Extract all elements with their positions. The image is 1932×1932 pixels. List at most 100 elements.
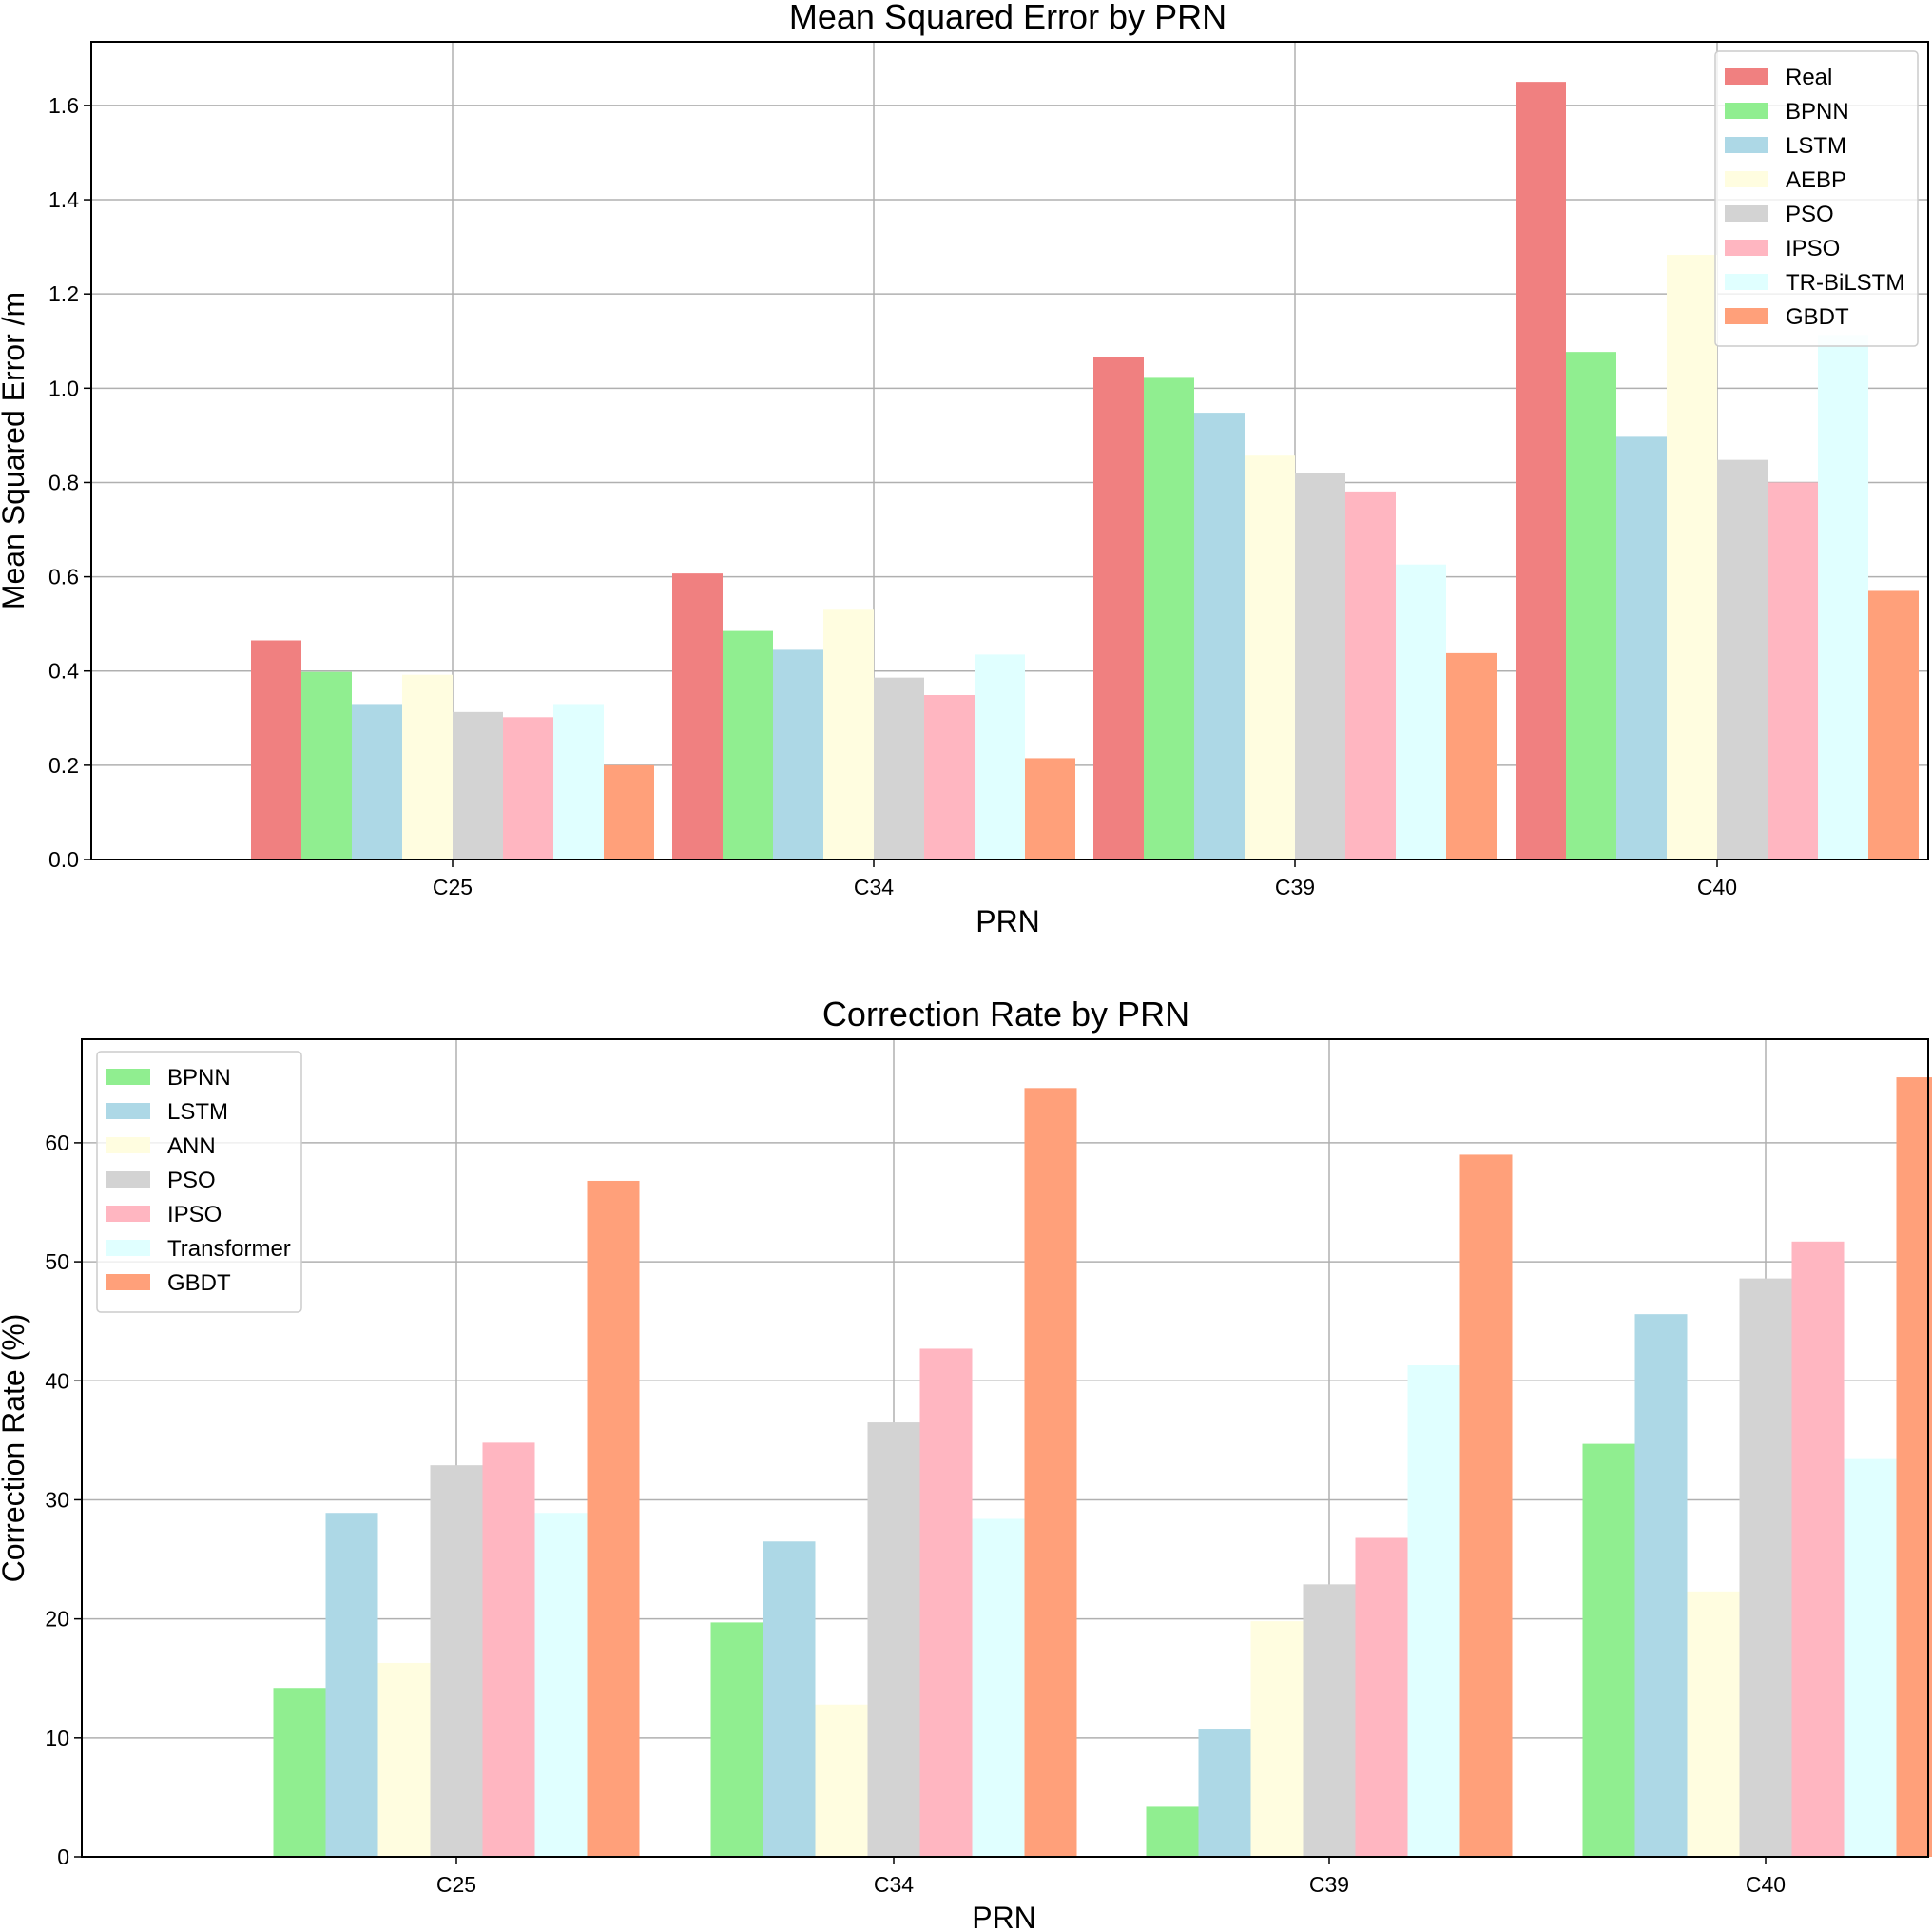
bar-gbdt-c25 <box>587 1180 640 1857</box>
plot-frame <box>90 41 1929 860</box>
bar-gbdt-c25 <box>604 764 654 860</box>
bar-real-c25 <box>251 640 301 860</box>
bar-ann-c34 <box>815 1704 868 1857</box>
bar-tr-bilstm-c40 <box>1818 335 1868 860</box>
bar-transformer-c25 <box>534 1513 588 1857</box>
legend-label: PSO <box>1786 202 1834 227</box>
x-tick-label: C34 <box>854 875 894 899</box>
y-tick-label: 0.4 <box>48 659 79 684</box>
bar-bpnn-c25 <box>273 1688 326 1857</box>
legend-label: Real <box>1786 65 1832 90</box>
bar-bpnn-c40 <box>1582 1443 1635 1857</box>
x-axis-ticks: C25 C34 C39 C40 <box>436 1857 1786 1897</box>
legend-label: ANN <box>167 1133 216 1159</box>
bar-ipso-c39 <box>1355 1537 1408 1857</box>
x-axis-label: PRN <box>972 1901 1036 1932</box>
bar-gbdt-c40 <box>1896 1077 1932 1857</box>
bar-pso-c34 <box>867 1422 920 1857</box>
x-axis-label: PRN <box>976 904 1040 938</box>
y-tick-label: 0 <box>57 1845 69 1869</box>
legend-swatch <box>1725 274 1768 290</box>
y-axis-label: Correction Rate (%) <box>0 1314 30 1583</box>
legend-label: GBDT <box>1786 304 1849 330</box>
y-tick-label: 1.0 <box>48 376 79 400</box>
legend-swatch <box>1725 240 1768 256</box>
bar-pso-c25 <box>453 711 503 860</box>
bar-aebp-c34 <box>823 609 874 860</box>
legend-label: BPNN <box>1786 99 1849 125</box>
bar-lstm-c39 <box>1198 1729 1251 1857</box>
y-axis-ticks: 0.0 0.2 0.4 0.6 0.8 1.0 1.2 1.4 1.6 <box>48 93 91 872</box>
legend-label: BPNN <box>167 1065 231 1091</box>
bar-ann-c40 <box>1687 1591 1740 1857</box>
bar-pso-c39 <box>1303 1584 1356 1857</box>
bar-real-c39 <box>1093 357 1144 860</box>
y-tick-label: 50 <box>45 1249 69 1274</box>
legend-label: GBDT <box>167 1270 231 1296</box>
legend-label: IPSO <box>1786 236 1840 261</box>
y-tick-label: 1.4 <box>48 187 79 212</box>
legend-swatch <box>106 1206 150 1222</box>
y-tick-label: 1.6 <box>48 93 79 118</box>
legend-swatch <box>1725 103 1768 119</box>
x-tick-label: C39 <box>1275 875 1315 899</box>
bar-pso-c34 <box>874 677 924 860</box>
bar-ipso-c39 <box>1345 491 1396 860</box>
legend-swatch <box>106 1171 150 1188</box>
legend-swatch <box>1725 205 1768 222</box>
bar-ann-c25 <box>377 1662 431 1857</box>
bar-real-c40 <box>1516 82 1566 860</box>
bar-ipso-c25 <box>482 1442 535 1857</box>
y-tick-label: 20 <box>45 1607 69 1632</box>
bar-ann-c39 <box>1250 1621 1304 1857</box>
bar-lstm-c34 <box>763 1541 816 1857</box>
x-tick-label: C25 <box>436 1872 476 1897</box>
bar-lstm-c40 <box>1634 1314 1688 1857</box>
bar-lstm-c39 <box>1194 413 1245 860</box>
bar-pso-c40 <box>1717 459 1768 860</box>
bar-gbdt-c34 <box>1025 758 1075 860</box>
bars <box>273 1077 1932 1857</box>
legend-label: Transformer <box>167 1236 291 1262</box>
bar-real-c34 <box>672 573 723 860</box>
legend-label: IPSO <box>167 1202 222 1227</box>
y-tick-label: 0.8 <box>48 470 79 494</box>
bar-aebp-c39 <box>1245 455 1295 860</box>
bars <box>251 82 1919 860</box>
correction-rate-chart: Correction Rate by PRN 0 10 20 30 40 50 60 C25… <box>0 995 1932 1932</box>
bar-bpnn-c39 <box>1146 1806 1199 1857</box>
bar-pso-c40 <box>1739 1278 1792 1857</box>
legend-swatch <box>106 1274 150 1290</box>
bar-aebp-c40 <box>1667 255 1717 860</box>
mse-chart: Mean Squared Error by PRN 0.00.20.40.60.… <box>0 0 1929 938</box>
y-tick-label: 30 <box>45 1487 69 1512</box>
bar-pso-c25 <box>430 1465 483 1857</box>
bar-ipso-c34 <box>919 1348 973 1857</box>
bar-gbdt-c39 <box>1446 652 1497 860</box>
y-tick-label: 0.0 <box>48 847 79 872</box>
bar-aebp-c25 <box>402 674 453 860</box>
bar-transformer-c39 <box>1407 1364 1460 1857</box>
bar-lstm-c25 <box>352 704 402 860</box>
x-axis-ticks: C25 C34 C39 C40 <box>433 860 1737 899</box>
x-tick-label: C34 <box>874 1872 914 1897</box>
bar-transformer-c40 <box>1844 1458 1897 1857</box>
y-tick-label: 10 <box>45 1726 69 1750</box>
bar-bpnn-c39 <box>1144 377 1194 860</box>
bar-ipso-c40 <box>1768 482 1818 860</box>
legend-swatch <box>106 1137 150 1153</box>
bar-gbdt-c39 <box>1459 1154 1513 1857</box>
legend-swatch <box>1725 171 1768 187</box>
bar-ipso-c40 <box>1791 1241 1845 1857</box>
legend-swatch <box>106 1103 150 1119</box>
x-tick-label: C39 <box>1309 1872 1349 1897</box>
legend-swatch <box>106 1069 150 1085</box>
legend-box <box>1714 50 1919 347</box>
chart-title: Mean Squared Error by PRN <box>789 0 1227 36</box>
y-tick-label: 1.2 <box>48 281 79 306</box>
x-tick-label: C40 <box>1746 1872 1786 1897</box>
bar-ipso-c25 <box>503 717 553 860</box>
bar-gbdt-c40 <box>1868 590 1919 860</box>
bar-lstm-c34 <box>773 649 823 860</box>
